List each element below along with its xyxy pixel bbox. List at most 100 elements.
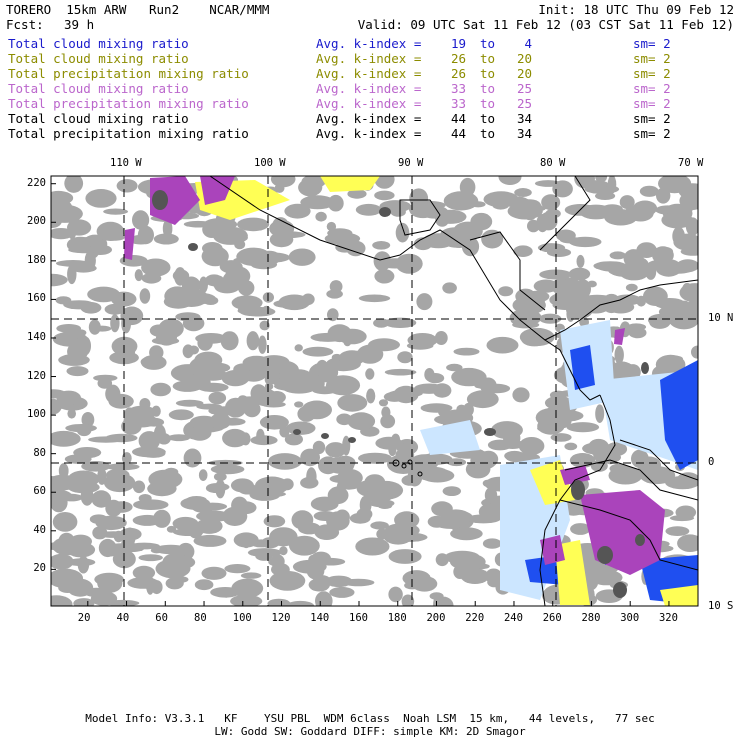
cloud-blob xyxy=(388,549,422,564)
cloud-blob xyxy=(550,433,572,442)
cloud-blob xyxy=(212,226,248,245)
legend-smoothing: sm= 2 xyxy=(633,111,671,126)
cloud-blob xyxy=(243,401,261,418)
cloud-blob xyxy=(529,292,546,308)
cloud-blob xyxy=(306,467,317,487)
legend-kindex-from: 26 xyxy=(450,51,466,66)
cloud-blob xyxy=(519,327,555,347)
cloud-blob xyxy=(51,595,73,606)
cloud-blob xyxy=(85,189,117,208)
cloud-blob xyxy=(393,385,419,404)
cloud-blob xyxy=(257,491,286,498)
y-tick-label: 160 xyxy=(27,292,46,305)
legend-kindex-end: 34 xyxy=(516,111,532,126)
legend-kindex-to: to xyxy=(480,96,496,111)
cloud-blob xyxy=(52,512,78,532)
cloud-blob xyxy=(132,565,156,580)
cloud-blob xyxy=(488,338,511,348)
cloud-blob xyxy=(217,283,252,291)
cloud-blob xyxy=(636,295,646,307)
cloud-blob xyxy=(429,592,444,600)
cloud-blob xyxy=(124,414,158,428)
cloud-blob xyxy=(487,439,512,451)
cloud-blob xyxy=(66,542,96,558)
y-tick-marks xyxy=(51,183,56,570)
cloud-blob xyxy=(534,180,562,187)
cloud-blob xyxy=(113,530,124,543)
cloud-blob xyxy=(189,356,218,377)
cloud-blob xyxy=(355,537,390,556)
cloud-blob xyxy=(94,572,124,587)
cloud-blob xyxy=(193,534,227,547)
legend-smoothing: sm= 2 xyxy=(633,36,671,51)
cloud-blob xyxy=(470,451,497,470)
cloud-blob xyxy=(67,481,100,494)
cloud-blob xyxy=(451,367,487,387)
cloud-blob xyxy=(649,315,671,329)
cloud-blob xyxy=(449,553,486,571)
cloud-blob xyxy=(196,403,223,410)
cloud-blob xyxy=(609,251,626,260)
cloud-blob xyxy=(420,468,455,483)
legend-kindex-to: to xyxy=(480,36,496,51)
legend-row: Total cloud mixing ratio Avg. k-index = … xyxy=(8,111,708,126)
cloud-blob xyxy=(463,402,474,417)
cloud-blob xyxy=(55,296,72,305)
cloud-blob xyxy=(292,559,327,574)
cloud-blob xyxy=(366,388,376,404)
cloud-blob xyxy=(188,345,199,355)
legend-row: Total precipitation mixing ratio Avg. k-… xyxy=(8,126,708,141)
cloud-blob xyxy=(231,496,248,514)
cloud-blob xyxy=(150,547,163,554)
cloud-blob xyxy=(240,572,262,579)
cloud-blob xyxy=(141,355,167,370)
x-tick-label: 300 xyxy=(620,612,640,624)
cloud-blob xyxy=(675,204,694,213)
cloud-blob xyxy=(663,355,684,363)
x-tick-label: 200 xyxy=(426,612,446,624)
cloud-blob xyxy=(198,469,208,481)
cloud-blob xyxy=(395,448,415,462)
legend-kindex-to: to xyxy=(480,66,496,81)
legend-label: Total precipitation mixing ratio xyxy=(8,126,249,141)
cloud-blob xyxy=(581,562,605,577)
cloud-blob xyxy=(665,526,690,536)
legend-kindex-from: 33 xyxy=(450,81,466,96)
x-tick-label: 260 xyxy=(542,612,562,624)
cloud-blob xyxy=(326,457,355,474)
cloud-blob xyxy=(518,437,545,455)
cloud-blob xyxy=(67,408,76,419)
cloud-blob xyxy=(269,570,306,591)
header-init: Init: 18 UTC Thu 09 Feb 12 xyxy=(538,2,734,17)
legend-kindex-end: 20 xyxy=(516,66,532,81)
cloud-blob xyxy=(453,347,480,356)
legend-kindex-to: to xyxy=(480,126,496,141)
cloud-blob xyxy=(80,336,91,356)
cloud-blob xyxy=(372,241,391,250)
cloud-blob xyxy=(138,554,163,562)
cloud-blob xyxy=(647,259,672,271)
cloud-blob xyxy=(288,248,316,266)
cloud-blob xyxy=(677,534,698,552)
longitude-label: 110 W xyxy=(110,157,142,169)
cloud-blob xyxy=(225,397,247,418)
cloud-blob xyxy=(459,177,476,197)
cloud-blob xyxy=(138,431,160,451)
x-tick-label: 80 xyxy=(194,612,207,624)
cloud-blob xyxy=(390,207,406,217)
cloud-blob xyxy=(195,518,223,534)
longitude-label: 100 W xyxy=(254,157,286,169)
y-tick-label: 180 xyxy=(27,253,46,266)
legend-kindex-label: Avg. k-index = xyxy=(316,111,422,126)
cloud-blob xyxy=(460,568,490,584)
latitude-label: 10 S xyxy=(708,600,734,612)
header-fcst-label: Fcst: xyxy=(6,17,44,32)
cloud-blob xyxy=(370,521,389,530)
cloud-blob xyxy=(395,222,410,243)
cloud-blob xyxy=(91,490,112,508)
cloud-blob xyxy=(289,535,320,556)
cloud-blob xyxy=(119,527,142,541)
cloud-blob xyxy=(305,195,316,206)
cloud-blob xyxy=(326,289,343,299)
cloud-blob xyxy=(669,515,695,522)
